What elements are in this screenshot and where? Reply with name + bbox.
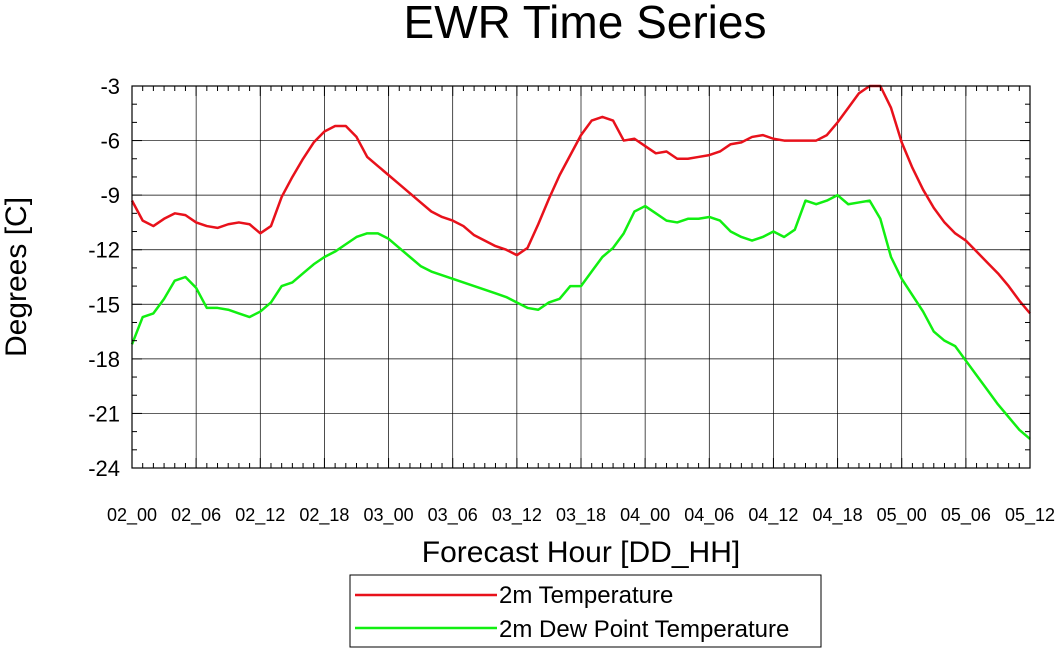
x-tick-label: 03_12: [492, 505, 542, 526]
y-tick-label: -21: [88, 401, 120, 426]
grid: [131, 85, 1031, 469]
series-line-dewpoint: [130, 193, 1031, 440]
x-tick-label: 05_06: [941, 505, 991, 526]
x-tick-label: 02_00: [107, 505, 157, 526]
x-tick-label: 03_00: [364, 505, 414, 526]
legend-label-dewpoint: 2m Dew Point Temperature: [499, 616, 789, 643]
x-axis-label: Forecast Hour [DD_HH]: [422, 536, 740, 569]
legend: 2m Temperature 2m Dew Point Temperature: [349, 574, 822, 648]
x-tick-label: 05_00: [877, 505, 927, 526]
y-tick-label: -3: [100, 74, 120, 99]
y-tick-label: -9: [100, 183, 120, 208]
x-tick-label: 02_06: [171, 505, 221, 526]
x-tick-label: 04_00: [620, 505, 670, 526]
legend-box: [349, 574, 822, 648]
tick-marks: [131, 85, 1031, 469]
x-tick-labels: 02_00 02_06 02_12 02_18 03_00 03_06 03_12 03_18…: [107, 505, 1055, 526]
y-tick-labels: -3 -6 -9 -12 -15 -18 -21 -24: [88, 74, 120, 481]
x-tick-label: 03_18: [556, 505, 606, 526]
x-tick-label: 02_12: [235, 505, 285, 526]
x-tick-label: 04_18: [813, 505, 863, 526]
legend-label-temperature: 2m Temperature: [499, 582, 673, 609]
y-tick-label: -15: [88, 292, 120, 317]
y-axis-label: Degrees [C]: [0, 197, 33, 357]
x-tick-label: 03_06: [428, 505, 478, 526]
y-tick-label: -18: [88, 347, 120, 372]
x-tick-label: 04_06: [684, 505, 734, 526]
y-tick-label: -24: [88, 456, 120, 481]
x-tick-label: 04_12: [748, 505, 798, 526]
y-tick-label: -6: [100, 129, 120, 154]
x-tick-label: 02_18: [299, 505, 349, 526]
chart-title: EWR Time Series: [404, 0, 767, 48]
y-tick-label: -12: [88, 238, 120, 263]
x-tick-label: 05_12: [1005, 505, 1055, 526]
